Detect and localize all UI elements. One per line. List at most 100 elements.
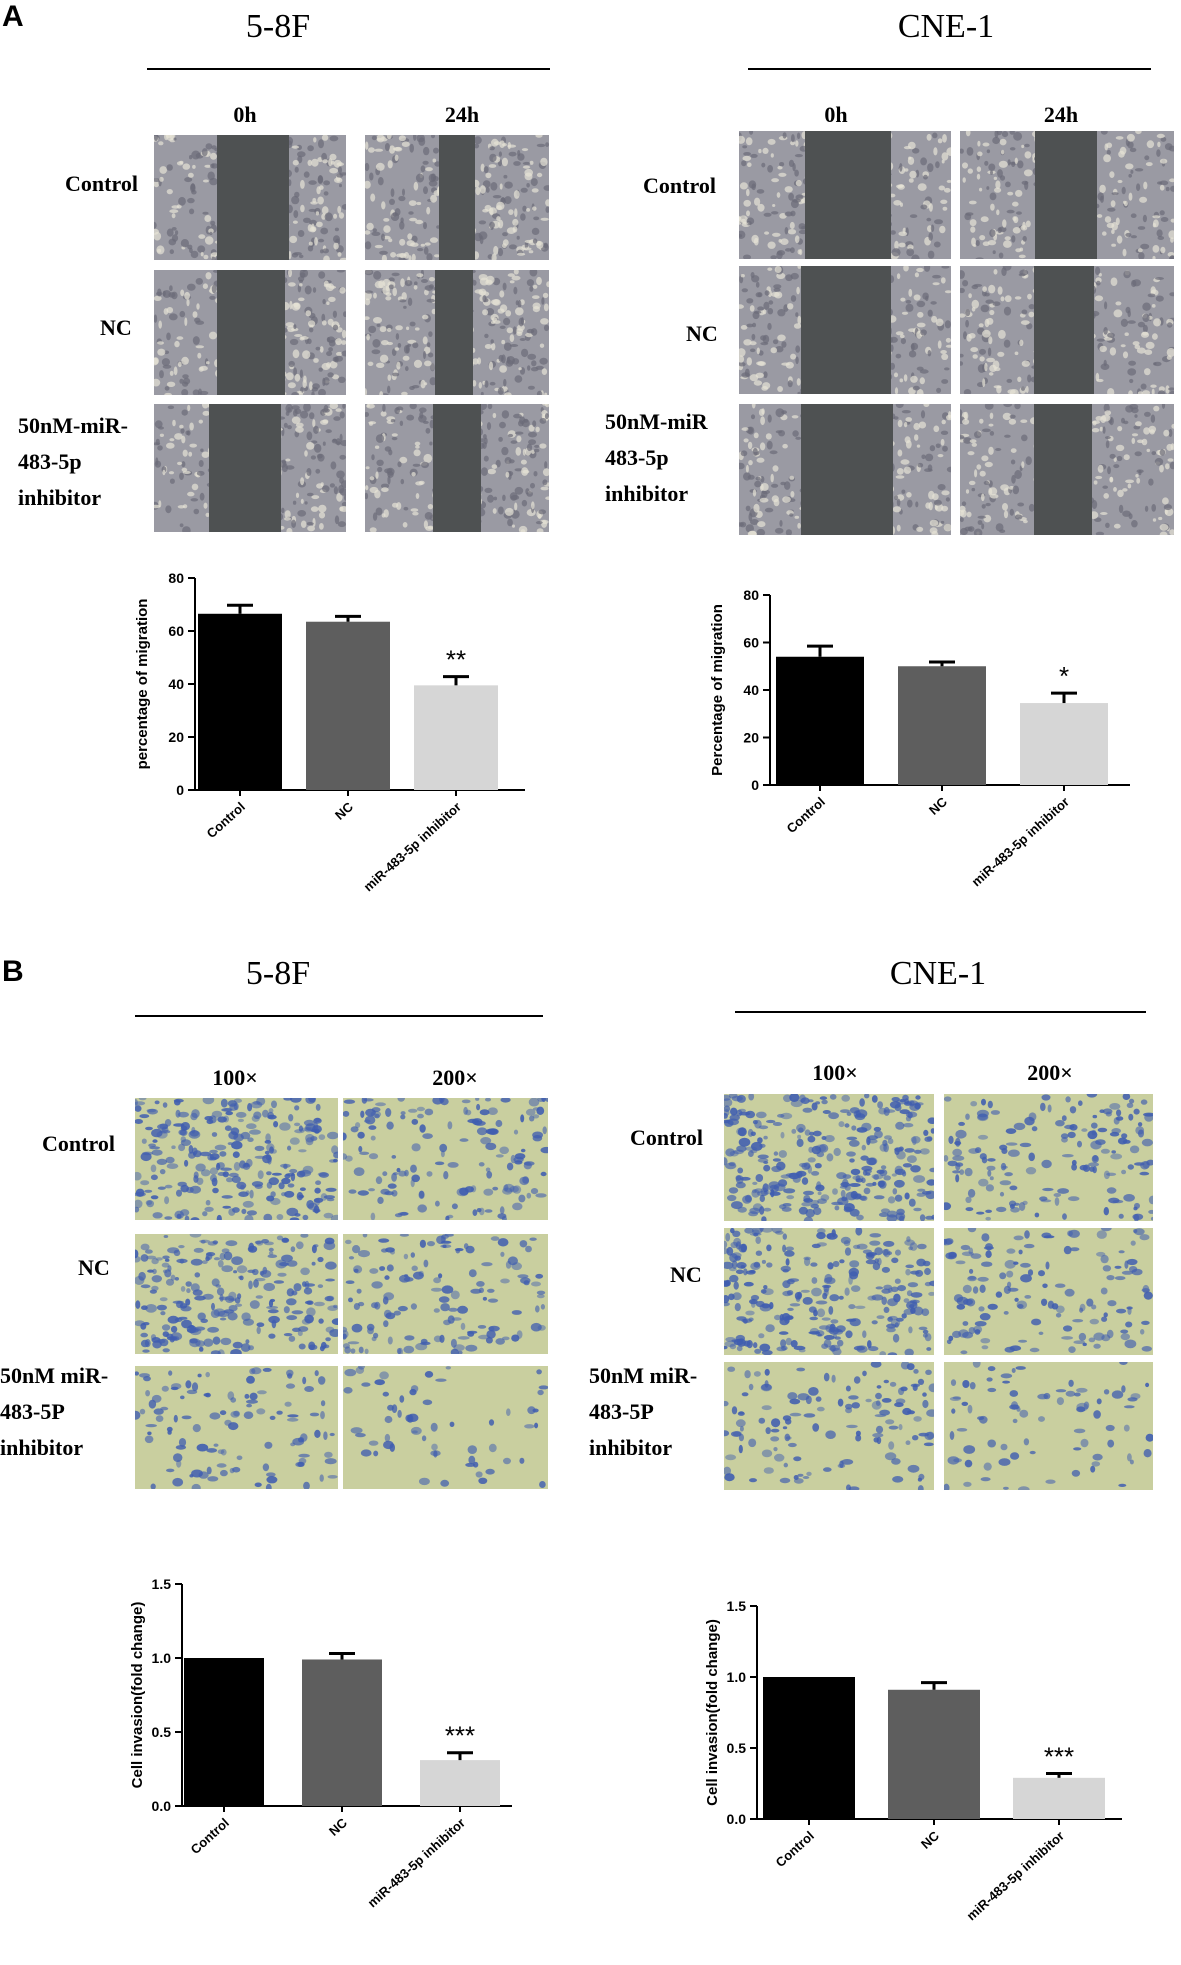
panel-b-left-row-inhibitor: 50nM miR- 483-5P inhibitor [0, 1363, 109, 1460]
chart-a-cne1-xtick-label-0: Control [784, 794, 828, 836]
chart-b-cne1-xtick-label-2: miR-483-5p inhibitor [964, 1828, 1067, 1923]
chart-b-5-8f-xtick-label-2: miR-483-5p inhibitor [365, 1815, 468, 1910]
chart-b-5-8f-bar-2 [420, 1760, 500, 1806]
panel-a-left-row-control: Control [65, 171, 138, 196]
chart-a-5-8f-ytick-label-1: 20 [168, 729, 184, 745]
chart-b-cne1-bar-1 [888, 1689, 980, 1819]
chart-b-cne1-sig-2: *** [1044, 1742, 1074, 1772]
chart-b-cne1-xtick-label-0: Control [773, 1828, 817, 1870]
panel-a-left-col-0h: 0h [233, 102, 257, 127]
panel-a-right-col-0h: 0h [824, 102, 848, 127]
panel-b-right-col-200x: 200× [1027, 1060, 1073, 1085]
chart-a-5-8f-bar-2 [414, 685, 498, 790]
micrograph-b-5-8f-control-100x [135, 1098, 338, 1220]
micrograph-a-cne1-control-24h [960, 131, 1174, 259]
panel-a-right-col-24h: 24h [1043, 102, 1079, 127]
panel-a-right-row-control: Control [643, 173, 716, 198]
micrograph-b-cne1-nc-100x [724, 1228, 934, 1355]
panel-b-right-title: CNE-1 [889, 955, 987, 992]
panel-b-right-rule [735, 1011, 1146, 1013]
micrograph-a-5-8f-nc-24h [365, 270, 549, 395]
chart-a-5-8f-ytick-label-0: 0 [176, 782, 184, 798]
chart-a-cne1-xtick-label-1: NC [926, 794, 950, 818]
panel-a-right-row-nc: NC [686, 321, 718, 346]
panel-b-left-col-100x: 100× [212, 1065, 258, 1090]
panel-b-left-col-200x: 200× [432, 1065, 478, 1090]
chart-a-cne1-sig-2: * [1059, 661, 1069, 691]
chart-a-5-8f-ytick-label-4: 80 [168, 570, 184, 586]
micrograph-b-cne1-control-200x [944, 1094, 1153, 1221]
chart-a-5-8f-xtick-label-2: miR-483-5p inhibitor [361, 799, 464, 894]
chart-b-5-8f-ytick-label-0: 0.0 [152, 1798, 172, 1814]
micrograph-b-cne1-inhibitor-200x [944, 1362, 1153, 1490]
panel-b-right-row-nc: NC [670, 1262, 702, 1287]
chart-a-cne1-bar-0 [776, 656, 864, 785]
micrograph-b-cne1-nc-200x [944, 1228, 1153, 1355]
panel-a-left-row-inhibitor: 50nM-miR- 483-5p inhibitor [18, 413, 128, 510]
panel-a-right-rule [748, 68, 1151, 70]
chart-b-cne1-ytick-label-1: 0.5 [727, 1740, 747, 1756]
chart-b-5-8f-sig-2: *** [445, 1721, 475, 1751]
chart-b-5-8f: 0.0 0.5 1.0 1.5 Cell invasion(fold change) Co… [129, 1576, 512, 1910]
micrograph-a-cne1-inhibitor-0h [739, 404, 951, 535]
panel-a-left-row-nc: NC [100, 315, 132, 340]
chart-a-cne1-bar-2 [1020, 703, 1108, 785]
panel-letter-a: A [2, 0, 24, 33]
panel-letter-b: B [2, 955, 24, 988]
chart-a-cne1-ytick-label-4: 80 [743, 587, 759, 603]
chart-a-5-8f-bar-0 [198, 613, 282, 790]
chart-a-5-8f-xtick-label-0: Control [204, 799, 248, 841]
chart-a-cne1-ylabel: Percentage of migration [709, 604, 726, 776]
panel-b-left-row-nc: NC [78, 1255, 110, 1280]
chart-b-5-8f-bar-0 [184, 1658, 264, 1806]
chart-a-5-8f-xtick-label-1: NC [332, 799, 356, 823]
micrograph-a-cne1-control-0h [739, 131, 951, 259]
chart-b-cne-1: 0.0 0.5 1.0 1.5 Cell invasion(fold change) Co… [704, 1598, 1122, 1923]
chart-b-cne1-bar-0 [763, 1677, 855, 1819]
panel-b-left-title: 5-8F [245, 955, 311, 992]
chart-b-5-8f-ytick-label-2: 1.0 [152, 1650, 172, 1666]
panel-a-right-title: CNE-1 [897, 8, 995, 45]
micrograph-b-cne1-control-100x [724, 1094, 934, 1221]
panel-b-right-col-100x: 100× [812, 1060, 858, 1085]
chart-b-5-8f-xtick-label-1: NC [326, 1815, 350, 1839]
chart-a-cne1-ytick-label-3: 60 [743, 635, 759, 651]
chart-b-cne1-ytick-label-3: 1.5 [727, 1598, 747, 1614]
micrograph-a-5-8f-inhibitor-0h [154, 404, 346, 532]
chart-b-cne1-ytick-label-0: 0.0 [727, 1811, 747, 1827]
micrograph-a-5-8f-control-24h [365, 135, 549, 260]
panel-a-left-rule [147, 68, 550, 70]
chart-b-5-8f-bar-1 [302, 1659, 382, 1806]
panel-a-left-col-24h: 24h [444, 102, 480, 127]
chart-b-5-8f-ylabel: Cell invasion(fold change) [129, 1602, 146, 1789]
panel-b-left-rule [135, 1015, 543, 1017]
panel-b-right-row-inhibitor: 50nM miR- 483-5P inhibitor [589, 1363, 698, 1460]
chart-a-cne1-bar-1 [898, 666, 986, 785]
chart-b-cne1-xtick-label-1: NC [918, 1828, 942, 1852]
micrograph-b-cne1-inhibitor-100x [724, 1362, 934, 1490]
micrograph-b-5-8f-inhibitor-100x [135, 1366, 338, 1489]
chart-a-5-8f: 0 20 40 60 80 percentage of migration Control N… [134, 570, 525, 894]
micrograph-a-5-8f-inhibitor-24h [365, 404, 549, 532]
chart-b-5-8f-ytick-label-3: 1.5 [152, 1576, 172, 1592]
chart-b-cne1-ytick-label-2: 1.0 [727, 1669, 747, 1685]
chart-a-5-8f-ytick-label-2: 40 [168, 676, 184, 692]
chart-b-5-8f-xtick-label-0: Control [188, 1815, 232, 1857]
micrograph-a-5-8f-control-0h [154, 135, 346, 260]
chart-a-cne1-ytick-label-0: 0 [751, 777, 759, 793]
chart-a-cne-1: 0 20 40 60 80 Percentage of migration Control N… [709, 587, 1130, 889]
micrograph-b-5-8f-nc-100x [135, 1234, 338, 1354]
panel-a-right-row-inhibitor: 50nM-miR 483-5p inhibitor [605, 409, 708, 506]
chart-a-5-8f-sig-2: ** [446, 645, 466, 675]
chart-a-cne1-ytick-label-1: 20 [743, 730, 759, 746]
chart-a-5-8f-bar-1 [306, 621, 390, 790]
chart-b-5-8f-ytick-label-1: 0.5 [152, 1724, 172, 1740]
chart-a-5-8f-ylabel: percentage of migration [134, 599, 151, 770]
panel-b-left-row-control: Control [42, 1131, 115, 1156]
chart-b-cne1-ylabel: Cell invasion(fold change) [704, 1619, 721, 1806]
chart-a-5-8f-ytick-label-3: 60 [168, 623, 184, 639]
micrograph-b-5-8f-inhibitor-200x [343, 1366, 548, 1489]
chart-a-cne1-ytick-label-2: 40 [743, 682, 759, 698]
micrograph-a-5-8f-nc-0h [154, 270, 346, 395]
micrograph-a-cne1-nc-24h [960, 266, 1174, 394]
